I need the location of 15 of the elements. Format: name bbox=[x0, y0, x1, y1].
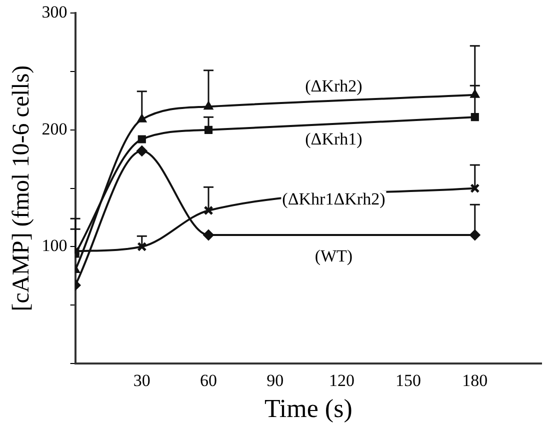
series-label: (WT) bbox=[314, 246, 353, 266]
series-label: (ΔKhr1ΔKrh2) bbox=[282, 190, 386, 209]
x-tick-label: 180 bbox=[462, 371, 488, 390]
x-tick-label: 90 bbox=[266, 371, 284, 390]
y-tick-label: 200 bbox=[42, 119, 68, 138]
series-label: (ΔKrh1) bbox=[305, 129, 362, 148]
y-axis-title: [cAMP] (fmol 10-6 cells) bbox=[8, 65, 35, 312]
x-tick-label: 30 bbox=[133, 371, 150, 390]
x-tick-label: 60 bbox=[200, 371, 217, 390]
x-tick-label: 150 bbox=[396, 371, 422, 390]
series-label: (ΔKrh2) bbox=[305, 76, 362, 96]
x-tick-label: 120 bbox=[328, 371, 354, 390]
y-tick-label: 100 bbox=[42, 236, 68, 256]
x-axis-title: Time (s) bbox=[264, 394, 352, 424]
y-tick-label: 300 bbox=[42, 2, 68, 22]
